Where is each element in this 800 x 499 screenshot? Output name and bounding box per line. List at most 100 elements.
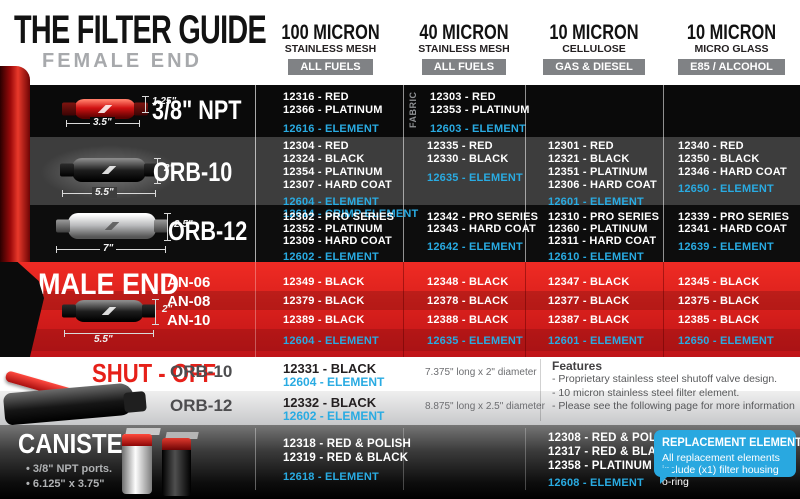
column-micron: 10 MICRON	[549, 21, 639, 44]
column-divider	[255, 85, 256, 262]
part-number: 12387 - BLACK	[548, 314, 630, 326]
element-part-number: 12602 - ELEMENT	[283, 409, 385, 423]
part-number: 12347 - BLACK	[548, 276, 630, 288]
column-media: STAINLESS MESH	[284, 43, 377, 55]
black-filter-image	[72, 158, 146, 182]
element-part-number: 12604 - ELEMENT	[283, 375, 385, 389]
dimension-label: 5.5"	[94, 334, 113, 345]
column-micron: 10 MICRON	[686, 21, 777, 44]
row-label-shutoff-orb12: ORB-12	[170, 396, 233, 415]
row-label-an08: AN-08	[167, 293, 211, 310]
part-number: 12340 - RED	[678, 140, 744, 152]
silver-canister-image	[122, 446, 152, 494]
part-number: 12385 - BLACK	[678, 314, 760, 326]
cell-orb12-cellulose: 12310 - PRO SERIES 12360 - PLATINUM 1231…	[548, 211, 659, 264]
column-media: STAINLESS MESH	[418, 43, 510, 55]
part-number: 12316 - RED	[283, 91, 349, 103]
dimension-line	[154, 158, 161, 184]
aeromotive-logo-icon	[102, 307, 117, 315]
canister-red-cap	[162, 438, 191, 450]
part-number: 12301 - RED	[548, 140, 614, 152]
male-end-title: MALE END	[38, 268, 180, 301]
column-header-100-micron: 100 MICRON STAINLESS MESH ALL FUELS	[258, 21, 403, 75]
fuel-badge: GAS & DIESEL	[543, 59, 645, 75]
element-part-number: 12601 - ELEMENT	[548, 335, 644, 347]
dimension-label: 1.25"	[152, 96, 177, 107]
cell-orb10-cellulose: 12301 - RED 12321 - BLACK 12351 - PLATIN…	[548, 140, 657, 209]
part-number: 12330 - BLACK	[427, 153, 509, 165]
cell-orb12-microglass: 12339 - PRO SERIES 12341 - HARD COAT 126…	[678, 211, 789, 254]
dimension-label: 7"	[100, 243, 117, 254]
column-header-10-micron-cellulose: 10 MICRON CELLULOSE GAS & DIESEL	[525, 21, 663, 75]
cell-npt-100micron: 12316 - RED 12366 - PLATINUM 12616 - ELE…	[283, 91, 383, 136]
part-number: 12358 - PLATINUM	[548, 460, 652, 472]
replacement-box-title: REPLACEMENT ELEMENTS	[662, 435, 800, 449]
features-list: - Proprietary stainless steel shutoff va…	[552, 373, 795, 414]
part-number: 12324 - BLACK	[283, 153, 365, 165]
replacement-box-body: All replacement elements include (x1) fi…	[662, 452, 780, 488]
black-filter-image	[74, 300, 144, 322]
dimension-label: 2"	[164, 163, 175, 174]
feature-item: - Proprietary stainless steel shutoff va…	[552, 373, 778, 385]
cell-orb10-40micron: 12335 - RED 12330 - BLACK 12635 - ELEMEN…	[427, 140, 523, 185]
part-number: 12377 - BLACK	[548, 295, 630, 307]
row-label-orb10: ORB-10	[153, 157, 233, 187]
part-number: 12302 - PRO SERIES	[283, 211, 395, 223]
element-part-number: 12616 - ELEMENT	[283, 123, 379, 135]
element-part-number: 12635 - ELEMENT	[427, 335, 523, 347]
dimension-line	[142, 96, 149, 113]
dimension-line	[152, 299, 159, 325]
shutoff-valve-nose	[123, 391, 147, 413]
column-divider	[525, 262, 526, 357]
part-number: 12351 - PLATINUM	[548, 166, 648, 178]
part-number: 12389 - BLACK	[283, 314, 365, 326]
column-header-40-micron: 40 MICRON STAINLESS MESH ALL FUELS	[403, 21, 525, 75]
column-divider	[403, 85, 404, 262]
part-number: 12388 - BLACK	[427, 314, 509, 326]
row-label-shutoff-orb10: ORB-10	[170, 362, 233, 381]
element-part-number: 12639 - ELEMENT	[678, 241, 774, 253]
part-number: 12311 - HARD COAT	[548, 235, 657, 247]
feature-item: - 10 micron stainless steel filter eleme…	[552, 386, 740, 399]
row-stripe	[0, 291, 800, 310]
part-number: 12341 - HARD COAT	[678, 223, 787, 235]
part-number: 12335 - RED	[427, 140, 493, 152]
cell-orb12-100micron: 12302 - PRO SERIES 12352 - PLATINUM 1230…	[283, 211, 394, 264]
element-part-number: 12642 - ELEMENT	[427, 241, 523, 253]
part-number: 12375 - BLACK	[678, 295, 760, 307]
dimension-label: 5.5"	[92, 187, 117, 198]
female-end-label: FEMALE END	[42, 50, 202, 72]
dimension-label: 2"	[162, 304, 173, 315]
column-divider	[525, 85, 526, 262]
element-part-number: 12604 - ELEMENT	[283, 335, 379, 347]
element-part-number: 12602 - ELEMENT	[283, 251, 379, 263]
column-media: CELLULOSE	[562, 43, 626, 55]
row-label-orb12: ORB-12	[168, 216, 248, 246]
part-number: 12353 - PLATINUM	[430, 104, 530, 116]
row-label-an06: AN-06	[167, 274, 211, 291]
part-number: 12319 - RED & BLACK	[283, 452, 409, 464]
part-number: 12339 - PRO SERIES	[678, 211, 790, 223]
part-number: 12378 - BLACK	[427, 295, 509, 307]
column-header-10-micron-microglass: 10 MICRON MICRO GLASS E85 / ALCOHOL	[663, 21, 800, 75]
aeromotive-logo-icon	[105, 222, 120, 230]
column-divider	[525, 428, 526, 490]
part-number: 12307 - HARD COAT	[283, 179, 392, 191]
part-number: 12354 - PLATINUM	[283, 166, 383, 178]
column-divider	[255, 262, 256, 357]
element-part-number: 12601 - ELEMENT	[548, 196, 644, 208]
column-divider	[663, 85, 664, 262]
cell-orb10-100micron: 12304 - RED 12324 - BLACK 12354 - PLATIN…	[283, 140, 418, 220]
part-number: 12348 - BLACK	[427, 276, 509, 288]
feature-item: - Please see the following page for more…	[552, 400, 795, 412]
shutoff-row-orb10	[0, 357, 800, 391]
part-number: 12317 - RED & BLACK	[548, 446, 674, 458]
part-number: 12342 - PRO SERIES	[427, 211, 539, 223]
part-number: 12331 - BLACK	[283, 361, 377, 376]
cell-npt-40micron: 12303 - RED 12353 - PLATINUM 12603 - ELE…	[430, 91, 530, 136]
canister-bullet: • 6.125" x 3.75"	[26, 478, 105, 490]
size-note: 7.375" long x 2" diameter	[425, 367, 537, 378]
row-stripe	[0, 329, 800, 351]
column-media: MICRO GLASS	[694, 43, 769, 55]
part-number: 12343 - HARD COAT	[427, 223, 536, 235]
